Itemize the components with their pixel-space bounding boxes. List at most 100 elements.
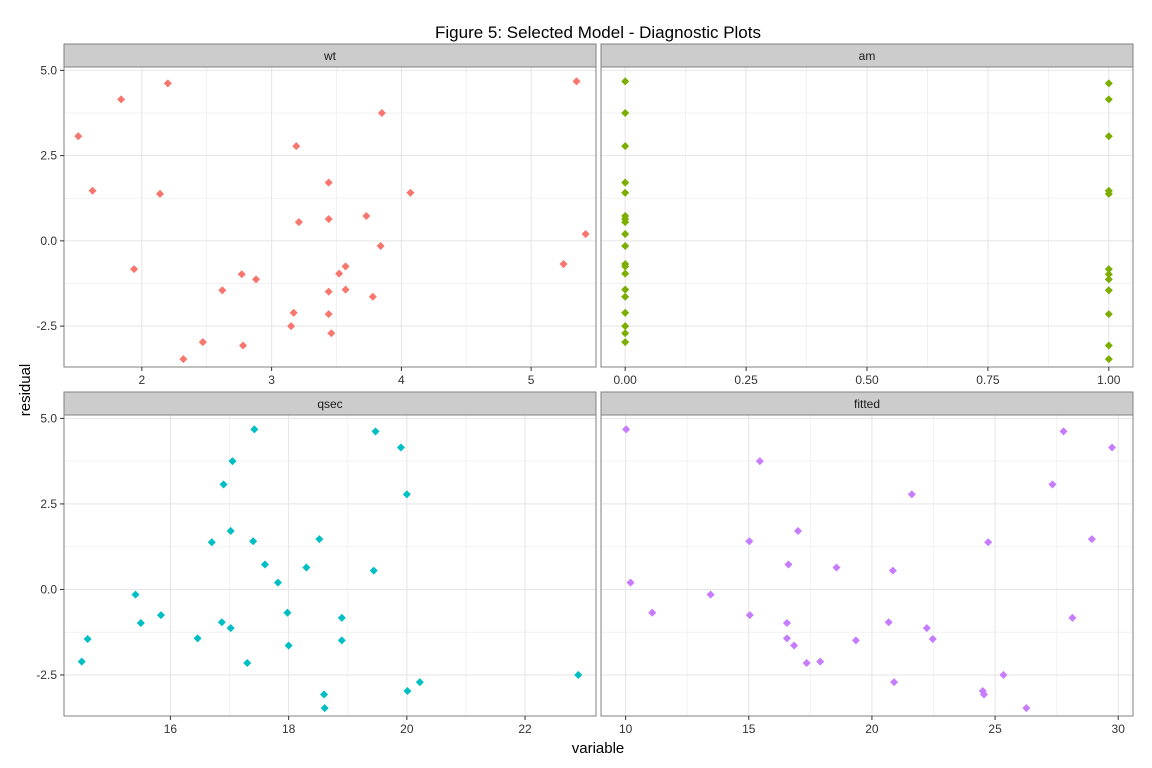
y-axis-title: residual [17, 364, 34, 417]
data-point-wt [581, 230, 590, 239]
strip-label-qsec: qsec [317, 397, 342, 411]
data-point-wt [324, 215, 333, 224]
data-point-am [621, 108, 630, 118]
data-point-wt [88, 186, 97, 195]
data-point-wt [198, 338, 207, 347]
data-point-qsec [136, 618, 145, 627]
x-tick-label: 20 [400, 722, 414, 736]
x-tick-label: 2 [139, 373, 146, 387]
data-point-wt [218, 286, 227, 295]
data-point-qsec [403, 687, 412, 696]
data-point-wt [163, 79, 172, 88]
panel-qsec: qsec 16 18 20 22 -2.5 0.0 2.5 5.0 [36, 391, 597, 736]
data-point-fitted [888, 566, 897, 575]
strip-label-fitted: fitted [854, 397, 880, 411]
data-point-am [621, 292, 630, 301]
x-tick-label: 0.00 [614, 373, 638, 387]
data-point-wt [155, 189, 165, 198]
data-point-qsec [337, 636, 346, 645]
data-point-wt [406, 188, 415, 197]
data-point-fitted [922, 624, 931, 633]
data-point-qsec [283, 608, 292, 617]
x-tick-label: 0.75 [976, 373, 1000, 387]
y-tick-label: 2.5 [40, 497, 57, 511]
data-point-wt [335, 269, 344, 278]
x-tick-label: 4 [398, 373, 405, 387]
panel-border-qsec [63, 414, 597, 717]
x-tick-label: 22 [518, 722, 532, 736]
data-point-qsec [219, 480, 228, 489]
data-point-qsec [217, 618, 226, 627]
data-point-am [1104, 79, 1113, 88]
data-point-am [621, 329, 630, 338]
data-point-qsec [193, 634, 202, 643]
data-point-am [621, 188, 630, 197]
data-point-wt [368, 292, 377, 301]
x-tick-label: 1.00 [1097, 373, 1121, 387]
data-point-am [1104, 275, 1113, 284]
data-point-qsec [396, 443, 405, 452]
data-point-am [1104, 132, 1113, 141]
data-point-am [1104, 95, 1113, 104]
y-tick-label: 5.0 [40, 63, 57, 77]
x-tick-label: 16 [164, 722, 178, 736]
data-point-wt [324, 178, 333, 187]
y-tick-label: -2.5 [36, 668, 57, 682]
data-point-am [621, 338, 630, 347]
data-point-am [1104, 310, 1113, 319]
y-tick-label: -2.5 [36, 319, 57, 333]
data-point-fitted [622, 425, 631, 434]
data-point-fitted [626, 578, 635, 587]
x-tick-label: 20 [865, 722, 879, 736]
y-tick-label: 0.0 [40, 234, 57, 248]
data-point-fitted [884, 618, 893, 627]
data-point-wt [237, 270, 246, 279]
data-point-qsec [315, 535, 324, 544]
data-point-qsec [226, 526, 235, 535]
data-point-fitted [979, 690, 989, 699]
data-point-qsec [131, 590, 140, 599]
y-tick-label: 0.0 [40, 582, 57, 596]
x-tick-label: 25 [988, 722, 1002, 736]
panel-border-fitted [600, 414, 1134, 717]
data-point-qsec [337, 613, 346, 622]
data-point-fitted [755, 457, 764, 466]
data-point-wt [327, 329, 336, 338]
data-point-fitted [648, 608, 657, 617]
data-point-wt [376, 241, 385, 251]
x-tick-label: 0.25 [734, 373, 758, 387]
data-point-wt [324, 310, 333, 319]
x-tick-label: 15 [742, 722, 756, 736]
data-point-fitted [832, 563, 841, 572]
data-point-qsec [273, 578, 283, 587]
data-point-am [621, 241, 630, 251]
data-point-wt [117, 95, 126, 104]
data-point-am [621, 308, 630, 317]
data-point-wt [292, 142, 301, 151]
data-point-wt [130, 265, 139, 274]
chart-title: Figure 5: Selected Model - Diagnostic Pl… [435, 23, 761, 42]
strip-label-am: am [859, 49, 876, 63]
data-point-fitted [1059, 427, 1068, 436]
panel-fitted: fitted 10 15 20 25 30 [600, 391, 1134, 736]
data-point-fitted [999, 670, 1008, 679]
panel-border-wt [63, 66, 597, 368]
data-point-fitted [907, 490, 916, 499]
data-point-fitted [784, 560, 793, 569]
data-point-qsec [284, 641, 293, 650]
data-point-fitted [706, 590, 715, 599]
strip-label-wt: wt [323, 49, 337, 63]
data-point-fitted [745, 611, 754, 620]
data-point-qsec [77, 657, 86, 666]
data-point-qsec [226, 624, 235, 633]
data-point-wt [341, 285, 350, 294]
data-point-wt [289, 308, 298, 317]
data-point-qsec [369, 566, 378, 575]
data-point-fitted [1048, 480, 1057, 489]
x-tick-label: 30 [1112, 722, 1126, 736]
data-point-wt [252, 275, 261, 284]
y-tick-label: 2.5 [40, 149, 57, 163]
data-point-fitted [790, 641, 799, 650]
data-point-qsec [415, 678, 424, 687]
data-point-fitted [890, 678, 899, 687]
